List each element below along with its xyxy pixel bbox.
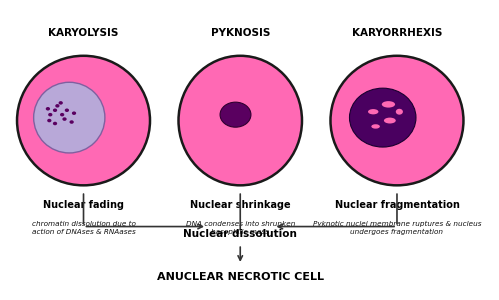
Ellipse shape xyxy=(60,113,64,116)
Ellipse shape xyxy=(384,118,396,124)
Ellipse shape xyxy=(69,120,74,124)
Text: Nuclear fragmentation: Nuclear fragmentation xyxy=(334,200,460,210)
Text: ANUCLEAR NECROTIC CELL: ANUCLEAR NECROTIC CELL xyxy=(157,272,324,282)
Ellipse shape xyxy=(17,56,150,185)
Text: DNA condenses into shrunken
basophilic mass: DNA condenses into shrunken basophilic m… xyxy=(186,221,295,235)
Text: Pyknotic nuclei membrane ruptures & nucleus
undergoes fragmentation: Pyknotic nuclei membrane ruptures & nucl… xyxy=(313,221,481,235)
Ellipse shape xyxy=(46,107,50,110)
Text: PYKNOSIS: PYKNOSIS xyxy=(211,28,270,38)
Ellipse shape xyxy=(53,122,57,125)
Ellipse shape xyxy=(72,111,76,115)
Ellipse shape xyxy=(65,109,69,112)
Ellipse shape xyxy=(53,109,57,112)
Ellipse shape xyxy=(58,101,63,105)
Ellipse shape xyxy=(382,101,395,108)
Ellipse shape xyxy=(55,104,59,108)
Ellipse shape xyxy=(220,102,251,127)
Text: KARYORRHEXIS: KARYORRHEXIS xyxy=(352,28,442,38)
Ellipse shape xyxy=(396,109,403,115)
Ellipse shape xyxy=(62,117,67,121)
Ellipse shape xyxy=(330,56,464,185)
Ellipse shape xyxy=(47,119,51,122)
Text: Nuclear dissolution: Nuclear dissolution xyxy=(183,229,297,239)
Text: chromatin dissolution due to
action of DNAses & RNAases: chromatin dissolution due to action of D… xyxy=(31,221,135,235)
Ellipse shape xyxy=(33,82,105,153)
Ellipse shape xyxy=(371,124,380,129)
Ellipse shape xyxy=(349,88,416,147)
Ellipse shape xyxy=(368,109,378,114)
Text: Nuclear shrinkage: Nuclear shrinkage xyxy=(190,200,290,210)
Ellipse shape xyxy=(179,56,302,185)
Ellipse shape xyxy=(48,113,52,116)
Text: KARYOLYSIS: KARYOLYSIS xyxy=(48,28,119,38)
Text: Nuclear fading: Nuclear fading xyxy=(43,200,124,210)
